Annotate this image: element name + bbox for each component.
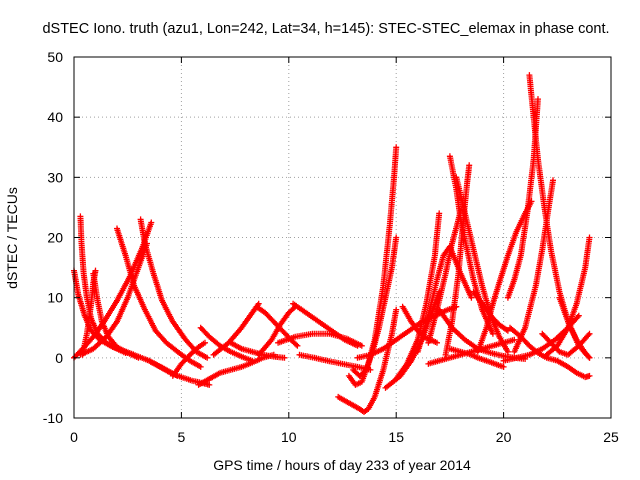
- series-markers: [425, 336, 518, 367]
- series-arc-28: [425, 207, 464, 346]
- data-points: [71, 72, 593, 415]
- y-tick-label: 10: [47, 290, 63, 306]
- x-axis-label: GPS time / hours of day 233 of year 2014: [213, 457, 471, 473]
- y-tick-label: 40: [47, 109, 63, 125]
- series-markers: [556, 294, 593, 361]
- y-tick-label: 20: [47, 230, 63, 246]
- series-markers: [210, 300, 262, 358]
- series-arc-06: [77, 240, 150, 358]
- series-arc-39: [507, 324, 593, 381]
- series-arc-16: [255, 303, 299, 358]
- y-tick-label: -10: [43, 410, 63, 426]
- axis-ticks: 0 5 10 15 20 25 -10 0 10 20 30 40 50: [43, 49, 619, 445]
- series-arc-43: [556, 294, 593, 361]
- series-arc-20: [335, 306, 400, 415]
- series-markers: [393, 210, 443, 382]
- x-tick-label: 20: [496, 429, 512, 445]
- series-arc-03: [77, 213, 129, 356]
- series-arc-12: [197, 324, 256, 364]
- series-markers: [255, 303, 299, 358]
- series-arc-35: [474, 198, 535, 355]
- x-tick-label: 25: [603, 429, 619, 445]
- series-arc-08: [137, 216, 211, 361]
- series-markers: [507, 324, 593, 381]
- y-axis-label: dSTEC / TECUs: [4, 187, 20, 289]
- series-markers: [169, 339, 208, 379]
- series-arc-19: [275, 330, 365, 349]
- y-tick-label: 30: [47, 169, 63, 185]
- series-markers: [335, 306, 400, 415]
- series-arc-44: [425, 336, 518, 367]
- y-tick-label: 0: [55, 350, 63, 366]
- x-tick-label: 0: [70, 429, 78, 445]
- series-arc-38: [511, 177, 556, 355]
- series-markers: [90, 270, 142, 361]
- series-arc-26: [393, 210, 443, 382]
- series-markers: [504, 96, 541, 301]
- series-markers: [275, 330, 365, 349]
- series-markers: [197, 324, 256, 364]
- series-arc-13: [210, 300, 262, 358]
- x-tick-label: 15: [388, 429, 404, 445]
- series-markers: [296, 351, 374, 373]
- series-markers: [425, 207, 464, 346]
- x-tick-label: 5: [178, 429, 186, 445]
- series-arc-10: [169, 339, 208, 379]
- series-markers: [511, 177, 556, 355]
- series-markers: [474, 198, 535, 355]
- series-markers: [137, 216, 211, 361]
- series-arc-37: [504, 96, 541, 301]
- series-markers: [77, 213, 129, 356]
- series-markers: [77, 240, 150, 358]
- y-tick-label: 50: [47, 49, 63, 65]
- x-tick-label: 10: [281, 429, 297, 445]
- chart-title: dSTEC Iono. truth (azu1, Lon=242, Lat=34…: [42, 21, 609, 37]
- series-arc-05: [90, 270, 142, 361]
- series-arc-18: [296, 351, 374, 373]
